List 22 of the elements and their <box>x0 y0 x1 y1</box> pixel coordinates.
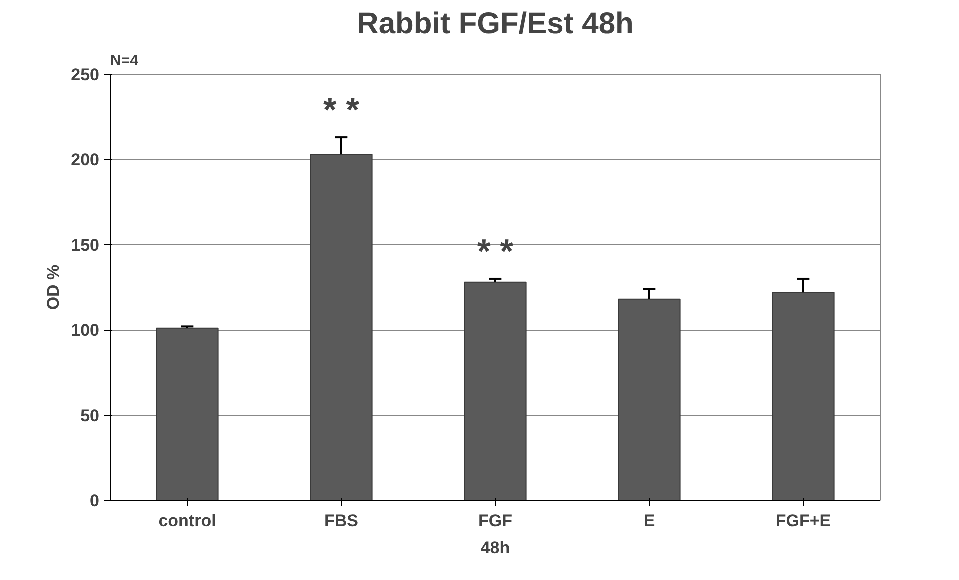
y-tick-label: 100 <box>71 321 100 340</box>
x-tick-label: FGF+E <box>776 512 832 530</box>
x-tick-label: E <box>644 512 656 530</box>
x-tick-label: FBS <box>324 512 358 530</box>
y-axis-title: OD % <box>44 264 64 310</box>
annotation: * * <box>478 232 514 271</box>
x-tick-label: FGF <box>478 512 513 530</box>
annotation: * * <box>324 92 360 130</box>
x-axis-title: 48h <box>480 538 510 558</box>
bar <box>772 292 835 500</box>
bar <box>156 328 219 500</box>
text: N=4 <box>110 52 140 70</box>
chart-title: Rabbit FGF/Est 48h <box>357 8 634 40</box>
y-tick-label: 0 <box>90 492 100 510</box>
bar <box>464 282 527 500</box>
y-tick-label: 50 <box>80 406 100 426</box>
x-tick-label: control <box>158 512 216 530</box>
y-tick-label: 250 <box>71 66 100 84</box>
y-tick-label: 200 <box>71 150 100 170</box>
bar <box>618 298 681 500</box>
y-tick-label: 150 <box>71 236 100 255</box>
bar <box>310 154 373 500</box>
